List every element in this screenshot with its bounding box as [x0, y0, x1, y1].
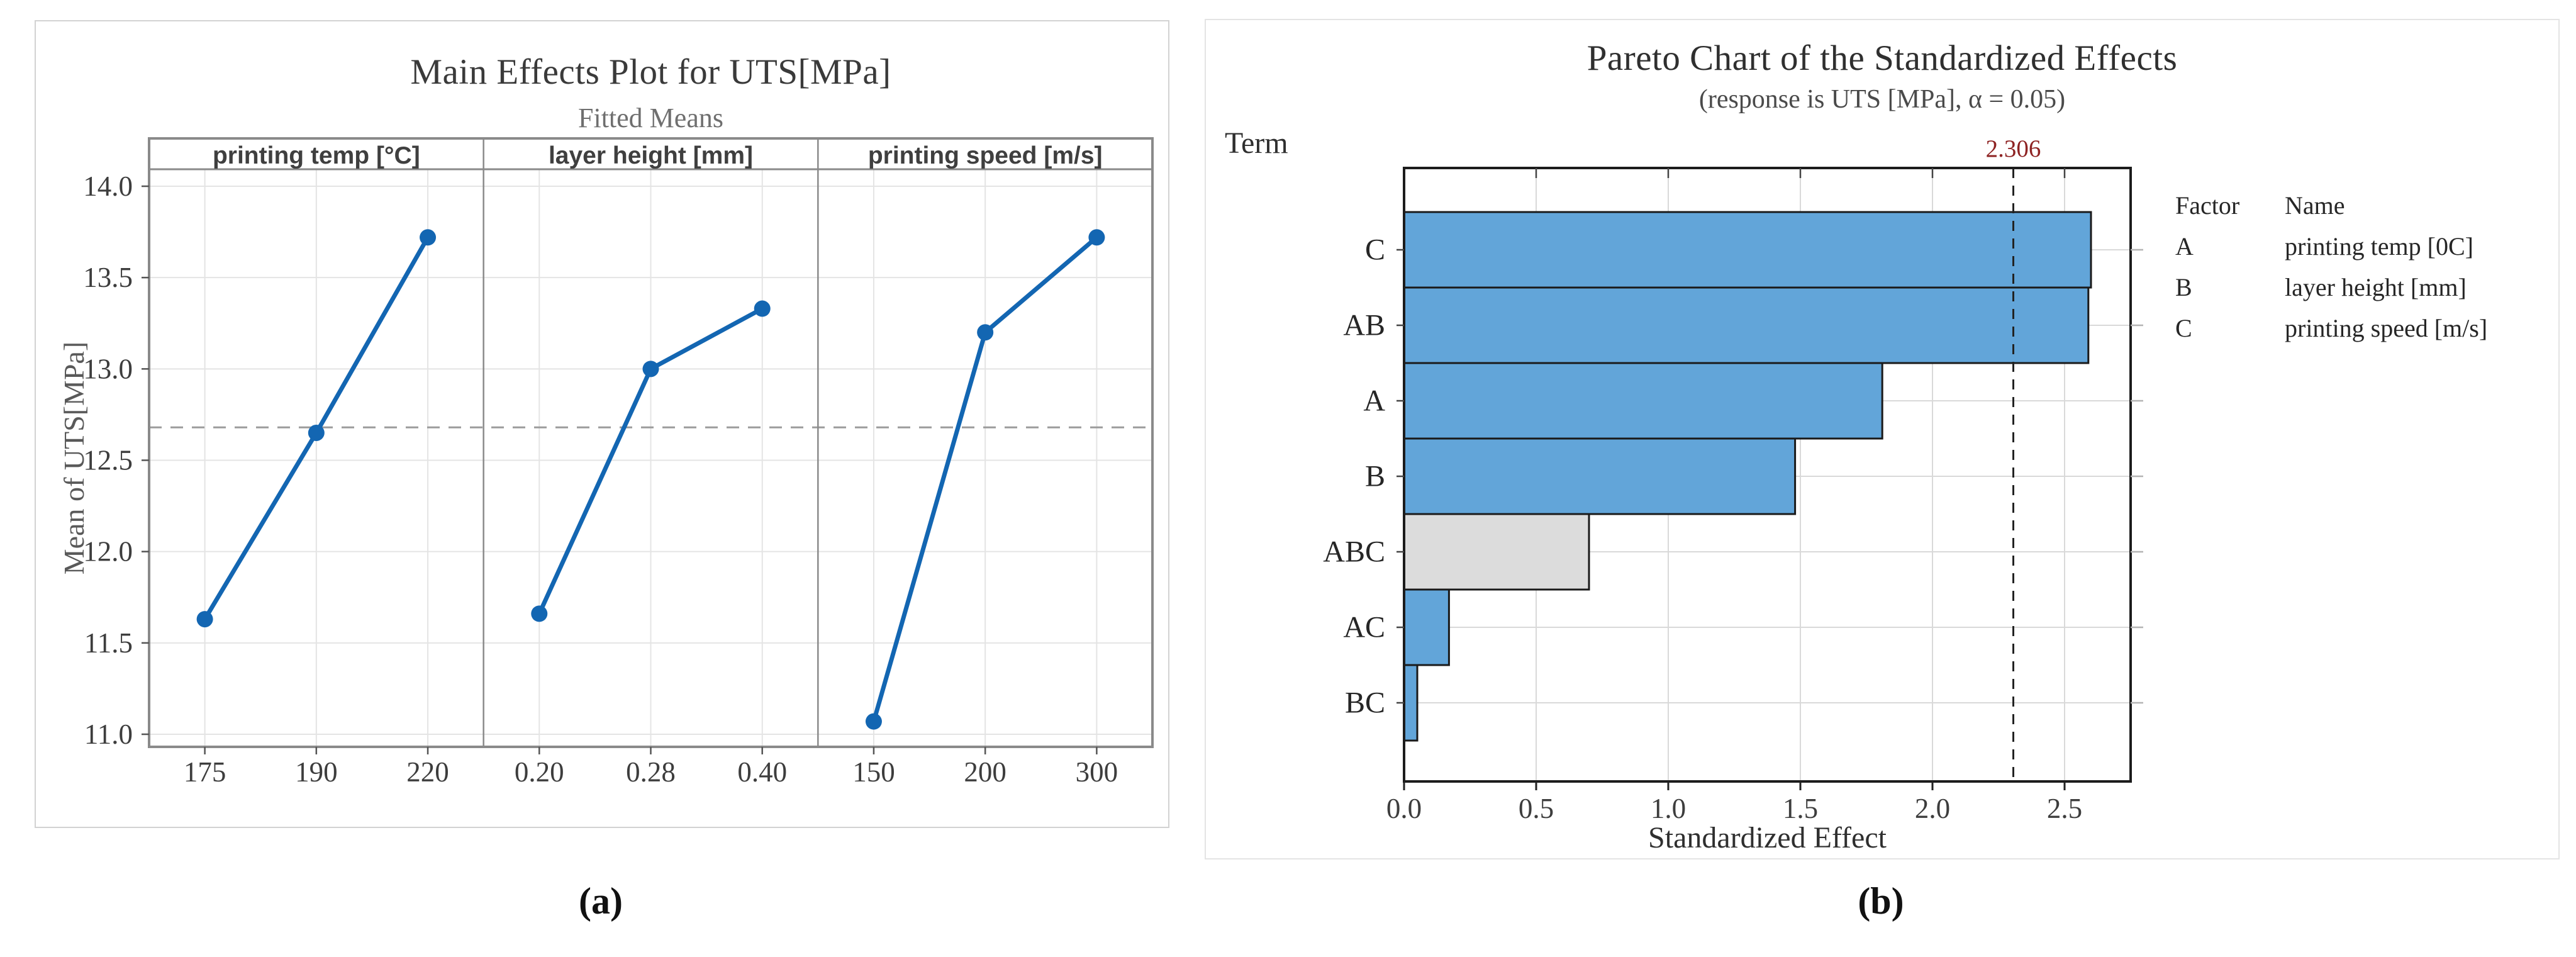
x-tick-label: 0.5 — [1519, 793, 1554, 824]
x-tick-label: 2.0 — [1915, 793, 1950, 824]
subfigure-caption-b: (b) — [1858, 880, 1904, 922]
pareto-subtitle: (response is UTS [MPa], α = 0.05) — [1698, 85, 2066, 114]
y-tick-label: 12.5 — [83, 444, 133, 476]
x-tick-label: 0.28 — [626, 756, 676, 788]
x-tick-label: 0.40 — [737, 756, 787, 788]
y-tick-label: 11.0 — [84, 719, 133, 750]
plot-border — [1403, 167, 2132, 783]
y-axis-title: Mean of UTS[MPa] — [58, 342, 90, 575]
pareto-bar — [1403, 588, 1450, 666]
legend-factor-header: Factor — [2175, 191, 2240, 220]
data-point — [196, 611, 213, 628]
pareto-title: Pareto Chart of the Standardized Effects — [1586, 38, 2178, 78]
x-tick-label: 0.0 — [1386, 793, 1422, 824]
panel-header: printing temp [°C] — [213, 142, 420, 169]
y-tick-label: 13.0 — [83, 353, 133, 384]
y-tick-label: 14.0 — [83, 171, 133, 202]
x-tick-label: 190 — [295, 756, 338, 788]
pareto-bar — [1403, 286, 2090, 364]
data-point — [865, 713, 882, 730]
x-tick-label: 150 — [852, 756, 895, 788]
data-point — [754, 300, 771, 317]
panel-header: layer height [mm] — [549, 142, 753, 169]
x-tick-label: 0.20 — [515, 756, 564, 788]
term-label: BC — [1345, 686, 1385, 720]
term-label: AC — [1343, 611, 1385, 644]
panel-header: printing speed [m/s] — [868, 142, 1103, 169]
pareto-bar — [1403, 664, 1419, 742]
main-effects-subtitle: Fitted Means — [578, 103, 723, 133]
pareto-term-axis-label: Term — [1225, 126, 1288, 160]
data-point — [531, 605, 548, 622]
x-tick-label: 220 — [406, 756, 449, 788]
term-label: A — [1363, 384, 1385, 418]
x-tick-label: 200 — [964, 756, 1006, 788]
pareto-bar — [1403, 211, 2092, 289]
x-tick-label: 1.5 — [1783, 793, 1818, 824]
term-label: C — [1365, 233, 1385, 267]
legend-factor-name: printing speed [m/s] — [2285, 314, 2488, 342]
pareto-x-axis-label: Standardized Effect — [1648, 821, 1887, 854]
main-effects-title: Main Effects Plot for UTS[MPa] — [410, 52, 891, 92]
legend-factor: A — [2175, 232, 2194, 260]
reference-line-label: 2.306 — [1986, 135, 2041, 162]
data-point — [977, 324, 994, 341]
pareto-figure-card: Pareto Chart of the Standardized Effects… — [1205, 19, 2560, 859]
legend-factor: C — [2175, 314, 2192, 342]
data-point — [420, 229, 437, 246]
data-point — [1088, 229, 1105, 246]
term-label: AB — [1343, 309, 1385, 342]
y-tick-label: 12.0 — [83, 536, 133, 568]
legend-name-header: Name — [2285, 191, 2345, 220]
pareto-bar — [1403, 362, 1883, 440]
x-tick-label: 1.0 — [1651, 793, 1686, 824]
main-effects-plot: 14.0 13.5 13.0 12.5 12.0 11.5 11.0 printing tem… — [58, 137, 1154, 788]
legend-factor: B — [2175, 273, 2192, 301]
y-tick-label: 11.5 — [84, 627, 133, 659]
term-label: ABC — [1323, 535, 1385, 569]
data-point — [308, 424, 325, 441]
pareto-bar — [1403, 513, 1590, 591]
y-tick-label: 13.5 — [83, 262, 133, 293]
x-tick-label: 175 — [184, 756, 226, 788]
x-tick-label: 300 — [1076, 756, 1118, 788]
x-tick-label: 2.5 — [2047, 793, 2082, 824]
term-label: B — [1365, 460, 1385, 493]
data-point — [642, 361, 659, 378]
legend-factor-name: layer height [mm] — [2285, 273, 2467, 301]
pareto-bar — [1403, 437, 1797, 515]
legend-factor-name: printing temp [0C] — [2285, 232, 2473, 260]
subfigure-caption-a: (a) — [579, 880, 623, 922]
main-effects-figure-card: Main Effects Plot for UTS[MPa] Fitted Me… — [35, 20, 1169, 828]
